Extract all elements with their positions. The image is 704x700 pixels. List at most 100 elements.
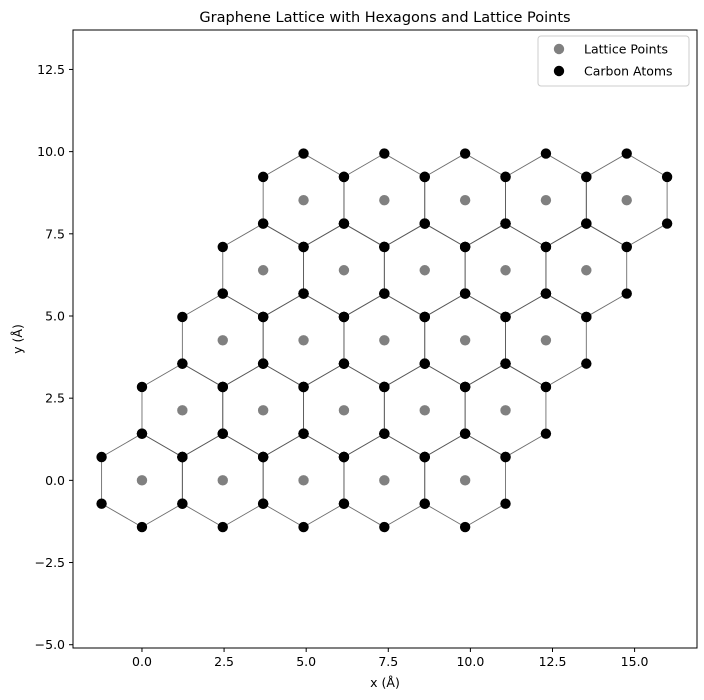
carbon-atom	[379, 428, 390, 439]
lattice-point	[338, 265, 350, 276]
legend-box	[537, 35, 690, 87]
carbon-atom	[298, 148, 309, 159]
legend-marker	[553, 43, 565, 55]
lattice-point	[419, 265, 430, 276]
lattice-point	[500, 265, 511, 276]
lattice-point	[298, 335, 309, 346]
carbon-atom	[419, 498, 430, 509]
carbon-atom	[257, 311, 269, 323]
carbon-atom	[661, 218, 673, 229]
carbon-atom	[379, 521, 390, 533]
carbon-atom	[459, 241, 471, 253]
x-tick-label: 15.0	[621, 654, 649, 669]
y-tick-label: 2.5	[45, 391, 65, 406]
carbon-atom	[379, 148, 390, 159]
lattice-point	[217, 475, 228, 486]
lattice-point	[540, 335, 552, 346]
carbon-atom	[500, 171, 511, 183]
lattice-point	[217, 335, 228, 346]
carbon-atom	[581, 171, 592, 183]
carbon-atom	[379, 241, 390, 253]
carbon-atom	[419, 451, 430, 463]
carbon-atom	[298, 241, 309, 253]
x-tick-label: 2.5	[214, 654, 234, 669]
lattice-point	[298, 195, 309, 206]
carbon-atom	[177, 358, 188, 369]
carbon-atom	[540, 241, 552, 253]
carbon-atoms-series	[96, 148, 673, 533]
carbon-atom	[459, 381, 471, 393]
carbon-atom	[540, 288, 552, 299]
carbon-atom	[338, 358, 350, 369]
carbon-atom	[136, 428, 148, 439]
carbon-atom	[500, 358, 511, 369]
y-tick-label: 0.0	[45, 473, 65, 488]
lattice-point	[459, 475, 471, 486]
x-tick-label: 7.5	[378, 654, 398, 669]
lattice-point	[500, 405, 511, 416]
carbon-atom	[581, 218, 592, 229]
lattice-point	[257, 405, 269, 416]
y-tick-label: −2.5	[35, 555, 65, 570]
carbon-atom	[540, 381, 552, 393]
lattice-point	[298, 475, 309, 486]
carbon-atom	[96, 498, 107, 509]
carbon-atom	[500, 218, 511, 229]
y-axis-ticks: −5.0 −2.5 0.0 2.5 5.0 7.5 10.0 12.5	[35, 62, 73, 652]
legend: Lattice Points Carbon Atoms	[537, 35, 690, 87]
carbon-atom	[338, 311, 350, 323]
y-tick-label: 10.0	[37, 144, 65, 159]
carbon-atom	[217, 288, 228, 299]
carbon-atom	[177, 311, 188, 323]
y-tick-label: −5.0	[35, 637, 65, 652]
carbon-atom	[419, 358, 430, 369]
legend-label: Lattice Points	[584, 42, 668, 57]
carbon-atom	[298, 521, 309, 533]
lattice-point	[338, 405, 350, 416]
carbon-atom	[298, 381, 309, 393]
carbon-atom	[217, 381, 228, 393]
carbon-atom	[379, 288, 390, 299]
carbon-atom	[459, 148, 471, 159]
carbon-atom	[581, 311, 592, 323]
carbon-atom	[581, 358, 592, 369]
carbon-atom	[621, 288, 632, 299]
y-tick-label: 5.0	[45, 308, 65, 323]
carbon-atom	[459, 428, 471, 439]
lattice-point	[621, 195, 632, 206]
x-tick-label: 10.0	[456, 654, 484, 669]
carbon-atom	[177, 498, 188, 509]
carbon-atom	[217, 241, 228, 253]
x-axis-label: x (Å)	[370, 675, 400, 690]
lattice-point	[419, 405, 430, 416]
legend-label: Carbon Atoms	[584, 64, 673, 79]
carbon-atom	[459, 288, 471, 299]
y-tick-label: 7.5	[45, 226, 65, 241]
carbon-atom	[217, 428, 228, 439]
lattice-point	[540, 195, 552, 206]
carbon-atom	[136, 521, 148, 533]
lattice-point	[459, 195, 471, 206]
carbon-atom	[96, 451, 107, 463]
carbon-atom	[338, 171, 350, 183]
lattice-points-series	[136, 195, 632, 486]
carbon-atom	[257, 451, 269, 463]
carbon-atom	[136, 381, 148, 393]
carbon-atom	[621, 241, 632, 253]
carbon-atom	[540, 148, 552, 159]
x-tick-label: 12.5	[539, 654, 567, 669]
lattice-point	[136, 475, 148, 486]
carbon-atom	[459, 521, 471, 533]
carbon-atom	[500, 311, 511, 323]
carbon-atom	[661, 171, 673, 183]
plot-area: 0.0 2.5 5.0 7.5 10.0 12.5 15.0 −5.0 −2.5 0.0 2.5 5.…	[35, 29, 698, 669]
carbon-atom	[257, 171, 269, 183]
lattice-point	[257, 265, 269, 276]
carbon-atom	[419, 171, 430, 183]
carbon-atom	[379, 381, 390, 393]
x-tick-label: 0.0	[132, 654, 152, 669]
carbon-atom	[257, 218, 269, 229]
lattice-point	[379, 475, 390, 486]
carbon-atom	[338, 498, 350, 509]
